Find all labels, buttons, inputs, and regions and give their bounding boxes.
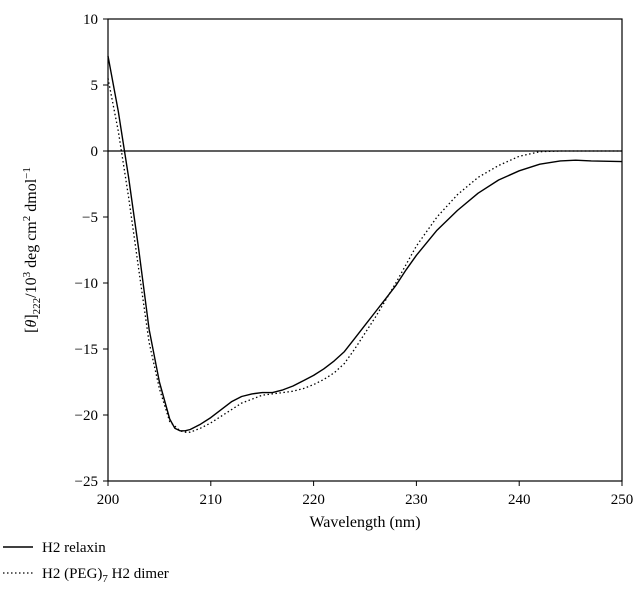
- y-tick-label: 10: [83, 12, 98, 28]
- x-tick-label: 220: [302, 492, 325, 508]
- x-axis: 200 210 220 230 240 250: [97, 481, 634, 508]
- x-tick-label: 200: [97, 492, 120, 508]
- x-tick-label: 230: [405, 492, 428, 508]
- y-tick-label: −10: [75, 276, 98, 292]
- y-tick-label: 5: [91, 78, 99, 94]
- y-tick-label: −20: [75, 408, 98, 424]
- legend: H2 relaxin H2 (PEG)7 H2 dimer: [3, 540, 169, 585]
- series-line-1: [107, 55, 623, 432]
- x-tick-label: 250: [611, 492, 634, 508]
- y-axis: −25 −20 −15 −10 −5 0 5 10: [75, 12, 108, 490]
- y-tick-label: −5: [82, 210, 98, 226]
- x-axis-title: Wavelength (nm): [309, 514, 420, 531]
- legend-label-1: H2 relaxin: [42, 540, 106, 556]
- x-tick-label: 240: [508, 492, 531, 508]
- y-axis-title: [θ]222/103 deg cm2 dmol−1: [21, 167, 43, 333]
- series-line-2: [107, 78, 622, 433]
- y-tick-label: −15: [75, 342, 98, 358]
- y-tick-label: 0: [91, 144, 99, 160]
- plot-frame: [107, 18, 623, 482]
- y-tick-label: −25: [75, 474, 98, 490]
- series-layer: [107, 55, 623, 433]
- x-tick-label: 210: [200, 492, 223, 508]
- legend-label-2: H2 (PEG)7 H2 dimer: [42, 566, 169, 585]
- plot-area: [107, 18, 623, 482]
